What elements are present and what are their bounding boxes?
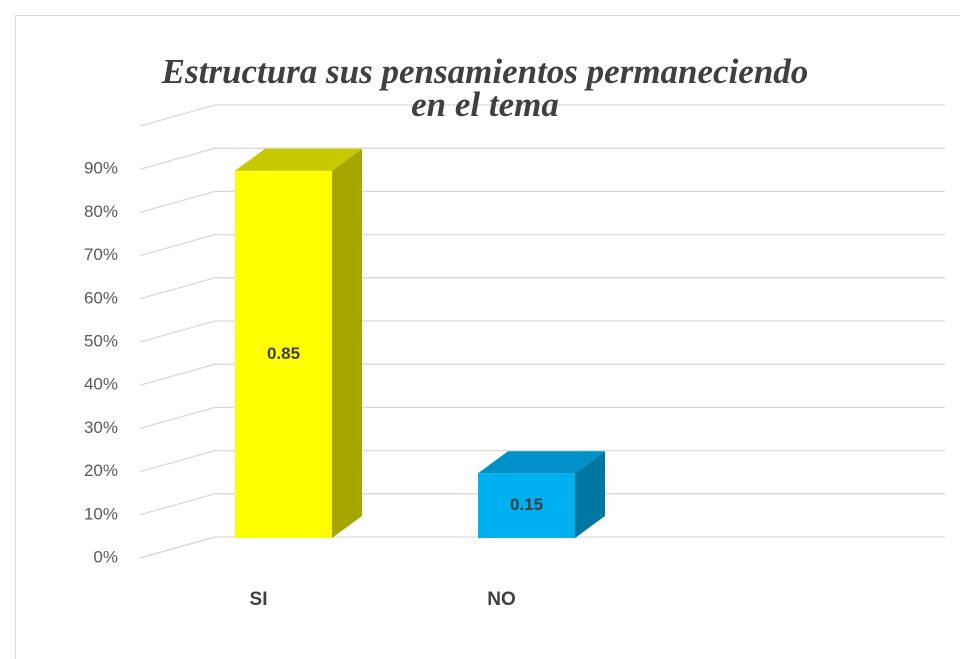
bar	[235, 148, 362, 539]
grid-line	[139, 147, 945, 170]
y-tick-label: 30%	[84, 418, 118, 437]
y-tick-label: 80%	[84, 202, 118, 221]
chart-title: Estructura sus pensamientos permaneciend…	[161, 52, 809, 124]
grid-line	[139, 277, 945, 300]
y-tick-label: 20%	[84, 461, 118, 480]
x-tick-label: NO	[487, 589, 516, 610]
grid-line	[139, 363, 945, 386]
title-line: en el tema	[411, 85, 559, 124]
y-tick-label: 90%	[84, 159, 118, 178]
floor	[139, 536, 216, 559]
bar-front	[478, 473, 575, 538]
y-tick-label: 50%	[84, 331, 118, 350]
grid-line	[139, 493, 945, 516]
y-tick-label: 10%	[84, 504, 118, 523]
title-line: Estructura sus pensamientos permaneciend…	[161, 52, 809, 91]
grid-line	[139, 104, 945, 127]
bar-side	[575, 451, 605, 538]
y-tick-label: 70%	[84, 245, 118, 264]
bar-top	[478, 451, 605, 474]
y-tick-label: 60%	[84, 288, 118, 307]
data-label: 0.85	[267, 344, 300, 363]
data-label: 0.15	[510, 495, 543, 514]
grid-line	[139, 233, 945, 257]
bar-top	[235, 148, 362, 171]
bar	[478, 451, 605, 538]
grid-line	[139, 449, 945, 473]
grid-line	[139, 406, 945, 430]
y-tick-label: 0%	[93, 547, 118, 566]
grid-line	[139, 190, 945, 214]
bar-side	[332, 148, 362, 539]
bar-front	[235, 170, 332, 539]
grid-line	[139, 320, 945, 343]
chart-border	[15, 15, 960, 659]
y-tick-label: 40%	[84, 375, 118, 394]
x-tick-label: SI	[250, 589, 268, 610]
